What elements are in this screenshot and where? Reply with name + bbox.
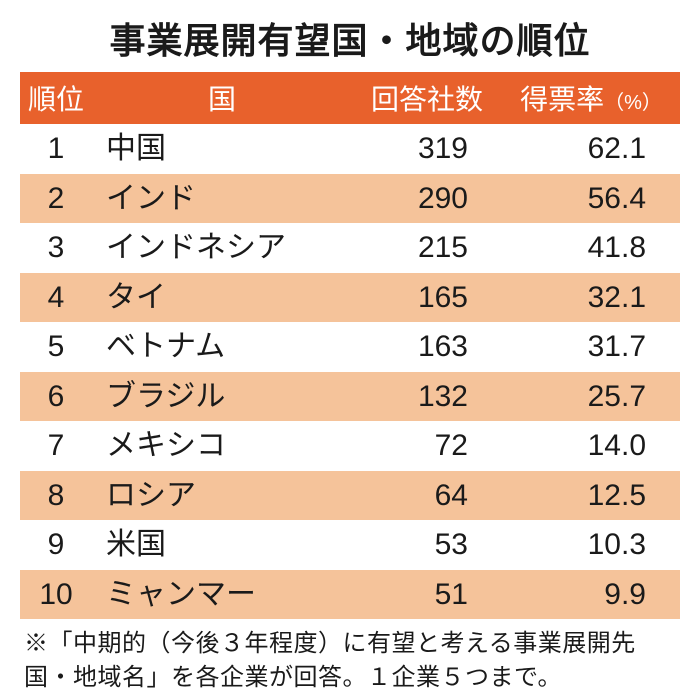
table-row: 10ミャンマー519.9 [20, 570, 680, 620]
table-row: 3インドネシア21541.8 [20, 223, 680, 273]
ranking-table: 順位 国 回答社数 得票率（%） 1中国31962.12インド29056.43イ… [20, 72, 680, 619]
cell-percent: 10.3 [502, 520, 680, 570]
cell-rank: 10 [20, 570, 92, 620]
cell-country: 中国 [92, 124, 352, 174]
col-header-percent-unit: （%） [604, 92, 662, 114]
cell-percent: 12.5 [502, 471, 680, 521]
cell-country: ロシア [92, 471, 352, 521]
cell-count: 163 [352, 322, 502, 372]
cell-percent: 25.7 [502, 372, 680, 422]
cell-country: タイ [92, 273, 352, 323]
table-row: 1中国31962.1 [20, 124, 680, 174]
cell-percent: 56.4 [502, 174, 680, 224]
table-body: 1中国31962.12インド29056.43インドネシア21541.84タイ16… [20, 124, 680, 619]
cell-percent: 41.8 [502, 223, 680, 273]
cell-rank: 4 [20, 273, 92, 323]
cell-percent: 14.0 [502, 421, 680, 471]
cell-percent: 31.7 [502, 322, 680, 372]
col-header-percent-label: 得票率 [520, 84, 604, 115]
cell-country: メキシコ [92, 421, 352, 471]
cell-count: 64 [352, 471, 502, 521]
cell-country: ミャンマー [92, 570, 352, 620]
col-header-percent: 得票率（%） [502, 72, 680, 124]
table-title: 事業展開有望国・地域の順位 [20, 12, 680, 64]
table-row: 7メキシコ7214.0 [20, 421, 680, 471]
cell-count: 132 [352, 372, 502, 422]
cell-rank: 2 [20, 174, 92, 224]
table-row: 9米国5310.3 [20, 520, 680, 570]
col-header-country: 国 [92, 72, 352, 124]
cell-percent: 9.9 [502, 570, 680, 620]
cell-count: 72 [352, 421, 502, 471]
table-row: 6ブラジル13225.7 [20, 372, 680, 422]
cell-country: インドネシア [92, 223, 352, 273]
table-header-row: 順位 国 回答社数 得票率（%） [20, 72, 680, 124]
cell-count: 53 [352, 520, 502, 570]
cell-count: 165 [352, 273, 502, 323]
cell-percent: 32.1 [502, 273, 680, 323]
table-row: 4タイ16532.1 [20, 273, 680, 323]
cell-rank: 7 [20, 421, 92, 471]
table-row: 5ベトナム16331.7 [20, 322, 680, 372]
cell-rank: 9 [20, 520, 92, 570]
cell-rank: 1 [20, 124, 92, 174]
cell-count: 290 [352, 174, 502, 224]
col-header-count: 回答社数 [352, 72, 502, 124]
cell-count: 319 [352, 124, 502, 174]
table-footnote: ※「中期的（今後３年程度）に有望と考える事業展開先国・地域名」を各企業が回答。１… [20, 619, 680, 694]
col-header-rank: 順位 [20, 72, 92, 124]
cell-percent: 62.1 [502, 124, 680, 174]
cell-rank: 5 [20, 322, 92, 372]
cell-rank: 3 [20, 223, 92, 273]
cell-country: ベトナム [92, 322, 352, 372]
cell-rank: 8 [20, 471, 92, 521]
cell-country: インド [92, 174, 352, 224]
table-row: 8ロシア6412.5 [20, 471, 680, 521]
table-row: 2インド29056.4 [20, 174, 680, 224]
cell-rank: 6 [20, 372, 92, 422]
cell-country: ブラジル [92, 372, 352, 422]
cell-count: 51 [352, 570, 502, 620]
cell-count: 215 [352, 223, 502, 273]
cell-country: 米国 [92, 520, 352, 570]
